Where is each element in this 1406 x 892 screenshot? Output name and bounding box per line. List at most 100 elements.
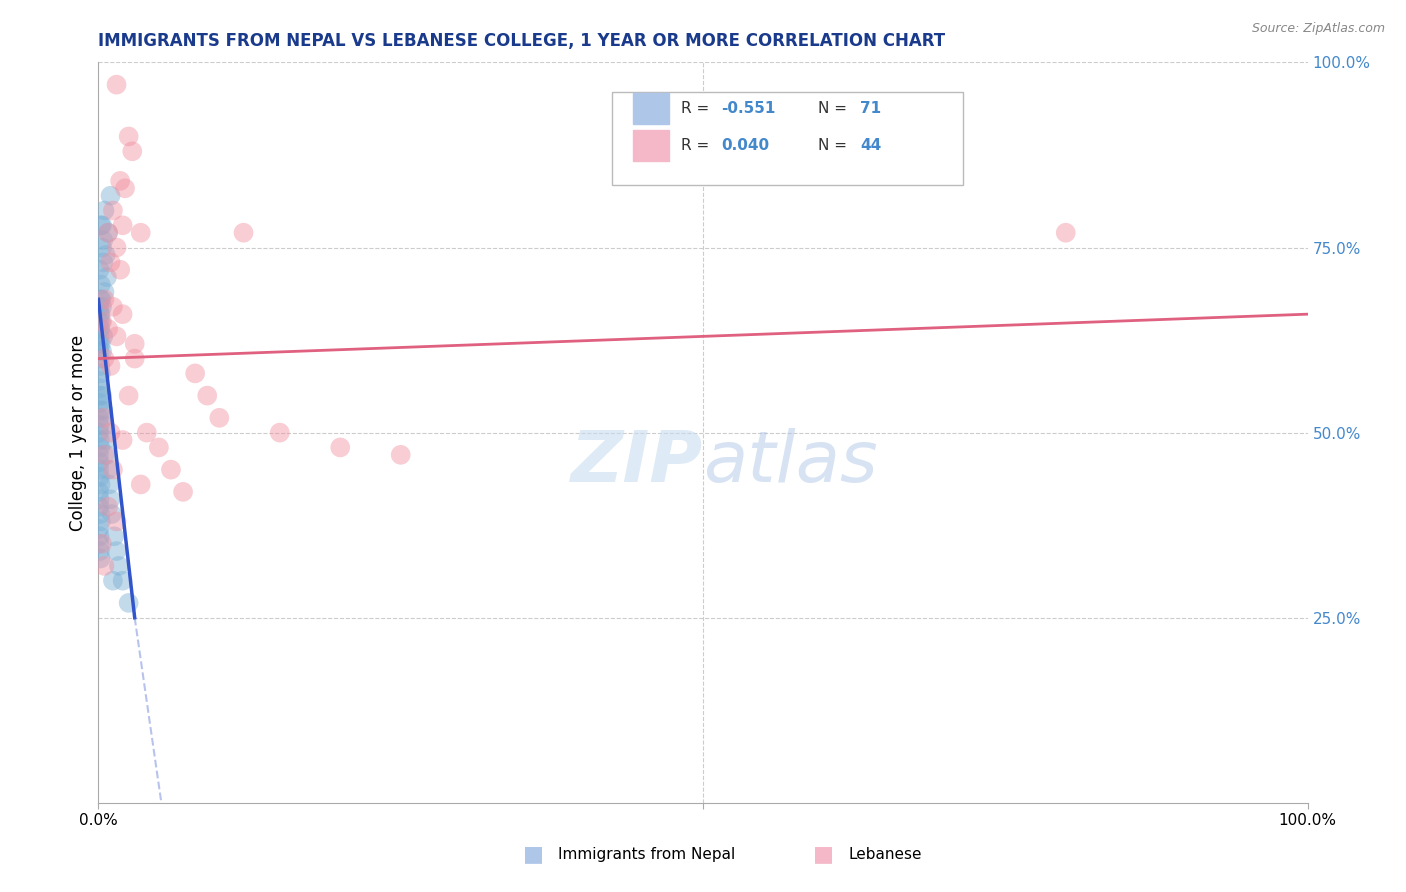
Point <box>208 410 231 425</box>
Point <box>389 448 412 462</box>
Point <box>89 462 111 476</box>
Text: 0.040: 0.040 <box>721 138 769 153</box>
Point <box>184 367 207 381</box>
Point <box>148 441 170 455</box>
Point <box>91 388 114 402</box>
Text: 44: 44 <box>860 138 882 153</box>
Point <box>108 174 131 188</box>
Point <box>91 240 114 255</box>
Point <box>329 441 352 455</box>
Point <box>121 145 143 159</box>
Point <box>89 381 111 395</box>
Point <box>100 255 122 269</box>
Point <box>105 78 128 92</box>
Point <box>90 367 112 381</box>
Point <box>111 307 134 321</box>
Point <box>118 388 141 402</box>
Point <box>89 262 111 277</box>
Point <box>100 425 122 440</box>
Point <box>91 536 114 550</box>
Point <box>97 500 120 514</box>
Point <box>269 425 291 440</box>
Point <box>135 425 157 440</box>
Point <box>111 433 134 447</box>
Point <box>93 351 115 366</box>
Text: 71: 71 <box>860 101 882 116</box>
Point <box>90 551 112 566</box>
Point <box>195 388 218 402</box>
Point <box>90 307 112 321</box>
Point <box>87 336 110 351</box>
Point <box>90 336 112 351</box>
Point <box>89 536 111 550</box>
Point <box>91 255 114 269</box>
Point <box>96 270 118 285</box>
Point <box>129 477 152 491</box>
Point <box>100 188 122 202</box>
Y-axis label: College, 1 year or more: College, 1 year or more <box>69 334 87 531</box>
Point <box>89 329 111 343</box>
Point <box>103 529 125 543</box>
Point <box>89 507 111 521</box>
Point <box>91 410 114 425</box>
Text: ■: ■ <box>814 845 834 864</box>
Point <box>108 262 131 277</box>
Point <box>232 226 254 240</box>
Point <box>111 219 134 233</box>
Point <box>89 293 111 307</box>
Text: Source: ZipAtlas.com: Source: ZipAtlas.com <box>1251 22 1385 36</box>
Point <box>100 507 122 521</box>
Point <box>90 293 112 307</box>
Point <box>89 403 111 417</box>
Point <box>114 181 136 195</box>
Point <box>93 203 115 218</box>
Point <box>89 500 111 514</box>
Bar <box>633 93 669 124</box>
Point <box>97 226 120 240</box>
Point <box>87 484 110 499</box>
Point <box>118 596 141 610</box>
Point <box>97 322 120 336</box>
Point <box>105 544 128 558</box>
Point <box>89 307 111 321</box>
Text: -0.551: -0.551 <box>721 101 776 116</box>
Point <box>97 226 120 240</box>
Point <box>101 203 124 218</box>
Point <box>91 329 114 343</box>
Point <box>94 248 117 262</box>
Point <box>89 322 111 336</box>
Point <box>108 558 131 573</box>
Point <box>89 388 111 402</box>
Text: N =: N = <box>818 138 852 153</box>
Point <box>89 351 111 366</box>
Point <box>93 293 115 307</box>
Text: atlas: atlas <box>703 428 877 497</box>
Point <box>90 219 112 233</box>
Point <box>87 314 110 328</box>
Point <box>129 226 152 240</box>
Text: N =: N = <box>818 101 852 116</box>
Point <box>91 344 114 359</box>
Point <box>89 544 111 558</box>
Point <box>87 410 110 425</box>
Point <box>101 574 124 588</box>
Point <box>124 351 146 366</box>
Point <box>89 359 111 373</box>
Bar <box>633 130 669 161</box>
Point <box>89 433 111 447</box>
Text: Lebanese: Lebanese <box>848 847 921 863</box>
Point <box>98 477 121 491</box>
Point <box>100 359 122 373</box>
Point <box>89 470 111 484</box>
Point <box>91 300 114 314</box>
Point <box>91 403 114 417</box>
Point <box>87 522 110 536</box>
Point <box>101 462 124 476</box>
Text: R =: R = <box>682 101 714 116</box>
Point <box>93 285 115 299</box>
Point <box>93 558 115 573</box>
Point <box>90 314 112 328</box>
Point <box>89 418 111 433</box>
Point <box>89 322 111 336</box>
Point <box>105 329 128 343</box>
